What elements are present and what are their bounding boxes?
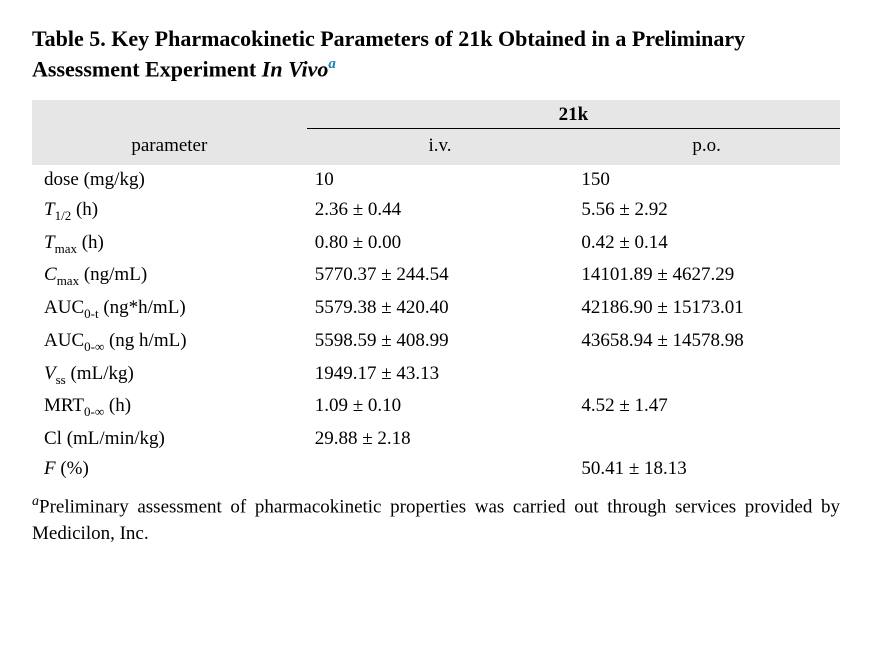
table-row: F (%) 50.41 ± 18.13	[32, 454, 840, 484]
pk-table: 21k parameter i.v. p.o. dose (mg/kg)1015…	[32, 100, 840, 485]
title-superscript: a	[328, 56, 336, 72]
table-row: Cl (mL/min/kg)29.88 ± 2.18	[32, 424, 840, 454]
table-header-group-row: 21k	[32, 100, 840, 129]
table-row: T1/2 (h)2.36 ± 0.445.56 ± 2.92	[32, 195, 840, 228]
header-iv: i.v.	[307, 128, 574, 165]
cell-iv: 5770.37 ± 244.54	[307, 260, 574, 293]
cell-po	[573, 424, 840, 454]
cell-po: 0.42 ± 0.14	[573, 228, 840, 261]
cell-parameter: F (%)	[32, 454, 307, 484]
table-header-columns-row: parameter i.v. p.o.	[32, 128, 840, 165]
cell-po: 14101.89 ± 4627.29	[573, 260, 840, 293]
cell-po: 5.56 ± 2.92	[573, 195, 840, 228]
table-footnote: aPreliminary assessment of pharmacokinet…	[32, 492, 840, 548]
cell-iv: 1949.17 ± 43.13	[307, 359, 574, 392]
table-row: MRT0-∞ (h)1.09 ± 0.104.52 ± 1.47	[32, 391, 840, 424]
title-italic: In Vivo	[262, 56, 329, 81]
table-body: dose (mg/kg)10150T1/2 (h)2.36 ± 0.445.56…	[32, 165, 840, 485]
table-row: AUC0-t (ng*h/mL)5579.38 ± 420.4042186.90…	[32, 293, 840, 326]
cell-po: 42186.90 ± 15173.01	[573, 293, 840, 326]
cell-iv: 5579.38 ± 420.40	[307, 293, 574, 326]
cell-parameter: MRT0-∞ (h)	[32, 391, 307, 424]
cell-parameter: Cmax (ng/mL)	[32, 260, 307, 293]
table-row: Tmax (h)0.80 ± 0.000.42 ± 0.14	[32, 228, 840, 261]
cell-iv: 10	[307, 165, 574, 195]
cell-po: 43658.94 ± 14578.98	[573, 326, 840, 359]
header-group-21k: 21k	[307, 100, 840, 129]
cell-parameter: Tmax (h)	[32, 228, 307, 261]
cell-po: 150	[573, 165, 840, 195]
header-parameter: parameter	[32, 128, 307, 165]
header-po: p.o.	[573, 128, 840, 165]
cell-iv: 0.80 ± 0.00	[307, 228, 574, 261]
cell-iv: 1.09 ± 0.10	[307, 391, 574, 424]
cell-iv: 2.36 ± 0.44	[307, 195, 574, 228]
table-row: Vss (mL/kg)1949.17 ± 43.13	[32, 359, 840, 392]
cell-iv: 29.88 ± 2.18	[307, 424, 574, 454]
cell-parameter: AUC0-t (ng*h/mL)	[32, 293, 307, 326]
cell-po: 50.41 ± 18.13	[573, 454, 840, 484]
cell-parameter: T1/2 (h)	[32, 195, 307, 228]
table-row: dose (mg/kg)10150	[32, 165, 840, 195]
cell-iv: 5598.59 ± 408.99	[307, 326, 574, 359]
title-text: Table 5. Key Pharmacokinetic Parameters …	[32, 26, 745, 81]
table-row: Cmax (ng/mL)5770.37 ± 244.5414101.89 ± 4…	[32, 260, 840, 293]
table-row: AUC0-∞ (ng h/mL)5598.59 ± 408.9943658.94…	[32, 326, 840, 359]
cell-parameter: AUC0-∞ (ng h/mL)	[32, 326, 307, 359]
cell-parameter: Vss (mL/kg)	[32, 359, 307, 392]
footnote-text: Preliminary assessment of pharmacokineti…	[32, 497, 840, 545]
cell-iv	[307, 454, 574, 484]
cell-parameter: Cl (mL/min/kg)	[32, 424, 307, 454]
cell-parameter: dose (mg/kg)	[32, 165, 307, 195]
cell-po	[573, 359, 840, 392]
header-blank	[32, 100, 307, 129]
cell-po: 4.52 ± 1.47	[573, 391, 840, 424]
table-title: Table 5. Key Pharmacokinetic Parameters …	[32, 24, 840, 84]
footnote-super: a	[32, 494, 39, 509]
